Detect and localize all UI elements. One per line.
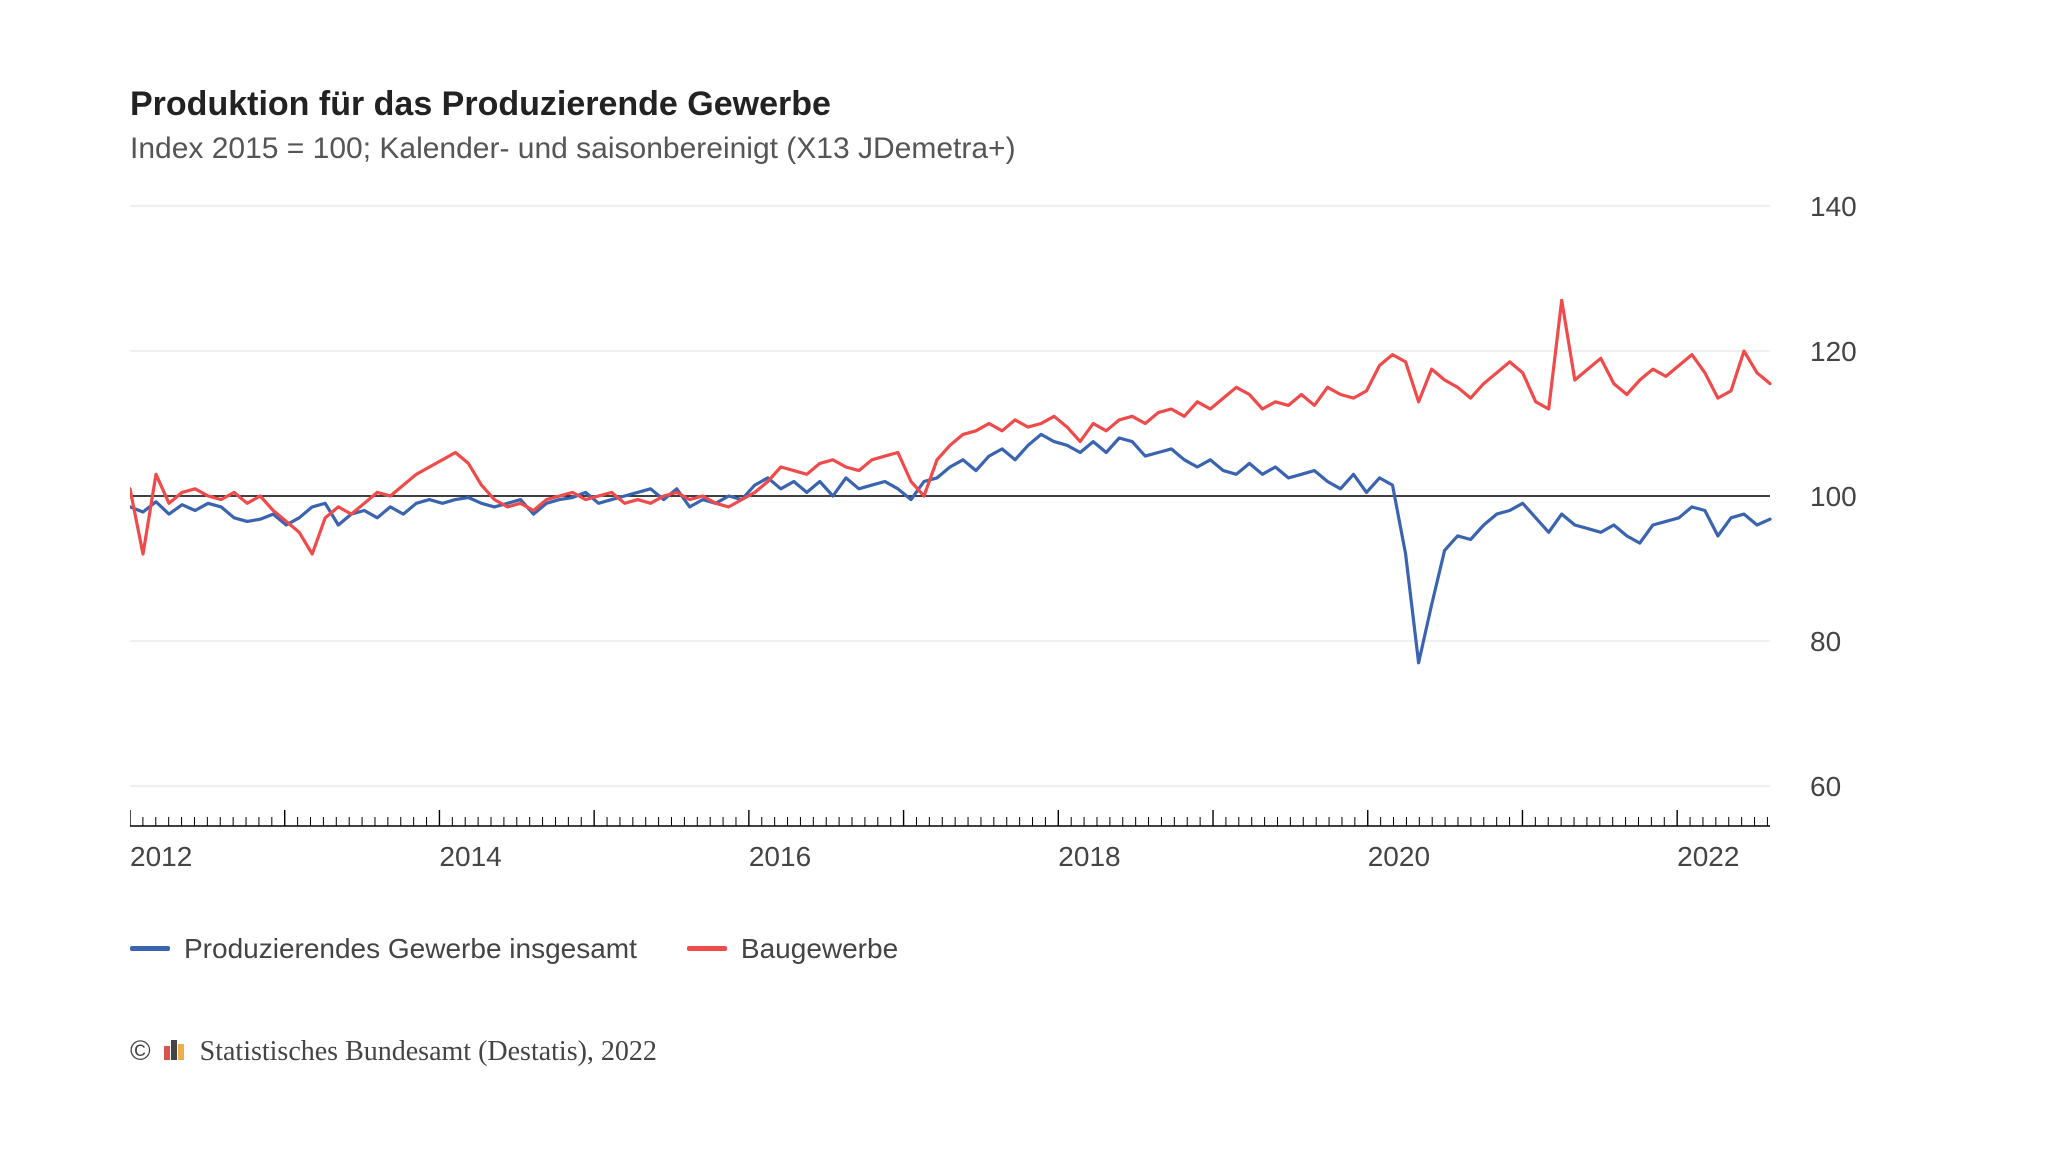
legend-label: Produzierendes Gewerbe insgesamt (184, 933, 637, 965)
legend-swatch (130, 946, 170, 951)
chart-subtitle: Index 2015 = 100; Kalender- und saisonbe… (130, 132, 1930, 166)
legend-swatch (687, 946, 727, 951)
destatis-logo-icon (164, 1036, 185, 1067)
svg-text:2012: 2012 (130, 841, 192, 872)
svg-text:60: 60 (1810, 771, 1841, 802)
svg-text:140: 140 (1810, 196, 1857, 222)
svg-text:120: 120 (1810, 336, 1857, 367)
svg-text:2014: 2014 (439, 841, 501, 872)
svg-text:100: 100 (1810, 481, 1857, 512)
legend-item: Baugewerbe (687, 933, 898, 965)
svg-text:2022: 2022 (1677, 841, 1739, 872)
copyright-symbol: © (130, 1035, 151, 1066)
chart-svg: 60 80 100 120 140 2012 2014 2016 2018 2020 2022 (130, 196, 1910, 896)
chart-source: © Statistisches Bundesamt (Destatis), 20… (130, 1035, 1930, 1068)
legend-item: Produzierendes Gewerbe insgesamt (130, 933, 637, 965)
svg-text:2020: 2020 (1368, 841, 1430, 872)
chart-container: Produktion für das Produzierende Gewerbe… (130, 85, 1930, 1068)
chart-legend: Produzierendes Gewerbe insgesamt Baugewer… (130, 926, 1930, 965)
legend-label: Baugewerbe (741, 933, 898, 965)
chart-plot-area: 60 80 100 120 140 2012 2014 2016 2018 2020 2022 (130, 196, 1910, 896)
svg-text:80: 80 (1810, 626, 1841, 657)
svg-text:2016: 2016 (749, 841, 811, 872)
chart-title: Produktion für das Produzierende Gewerbe (130, 85, 1930, 124)
svg-text:2018: 2018 (1058, 841, 1120, 872)
source-text: Statistisches Bundesamt (Destatis), 2022 (200, 1036, 657, 1067)
